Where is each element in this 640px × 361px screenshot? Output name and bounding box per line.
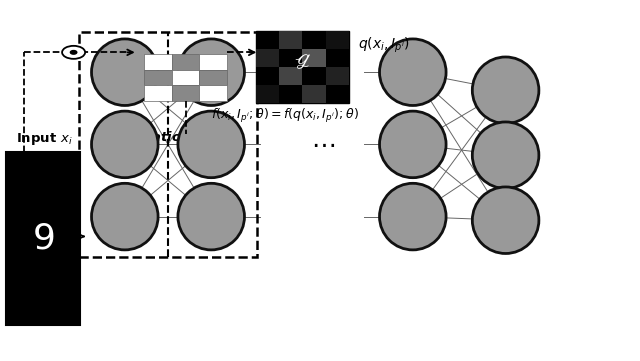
Circle shape xyxy=(70,51,77,54)
Ellipse shape xyxy=(472,122,539,188)
Ellipse shape xyxy=(92,39,158,105)
Bar xyxy=(303,67,326,85)
Text: Input $x_i$: Input $x_i$ xyxy=(16,131,72,147)
Ellipse shape xyxy=(472,57,539,123)
Ellipse shape xyxy=(178,183,244,250)
Bar xyxy=(144,70,172,86)
Ellipse shape xyxy=(380,39,446,105)
Bar xyxy=(326,67,349,85)
Text: $\mathit{9}$: $\mathit{9}$ xyxy=(32,221,54,255)
Ellipse shape xyxy=(380,111,446,178)
Text: Output: Output xyxy=(479,132,532,145)
Bar xyxy=(303,49,326,67)
Text: $\cdots$: $\cdots$ xyxy=(311,132,335,156)
Bar xyxy=(172,70,200,86)
Bar xyxy=(172,86,200,101)
Circle shape xyxy=(62,46,85,59)
Ellipse shape xyxy=(92,183,158,250)
Text: $f(x_i, I_{p^i};\theta) = f(q(x_i, I_{p^i});\theta)$: $f(x_i, I_{p^i};\theta) = f(q(x_i, I_{p^… xyxy=(211,106,359,125)
Bar xyxy=(200,54,227,70)
Bar xyxy=(172,54,200,70)
Bar xyxy=(256,67,279,85)
Ellipse shape xyxy=(178,39,244,105)
Bar xyxy=(256,49,279,67)
Bar xyxy=(256,85,279,103)
Bar xyxy=(256,31,279,49)
Bar xyxy=(303,85,326,103)
Bar xyxy=(200,70,227,86)
Bar xyxy=(256,31,349,103)
Text: Nullification $I_{p^i}$: Nullification $I_{p^i}$ xyxy=(99,130,209,148)
Ellipse shape xyxy=(178,111,244,178)
Bar xyxy=(279,67,303,85)
Bar xyxy=(279,85,303,103)
Bar xyxy=(200,86,227,101)
Bar xyxy=(326,85,349,103)
Ellipse shape xyxy=(472,187,539,253)
Bar xyxy=(326,49,349,67)
Bar xyxy=(303,31,326,49)
Bar xyxy=(79,32,257,257)
Bar xyxy=(279,31,303,49)
Bar xyxy=(326,31,349,49)
Text: $\mathscr{g}$: $\mathscr{g}$ xyxy=(294,49,311,70)
Text: Hidden: Hidden xyxy=(386,132,440,145)
Bar xyxy=(279,49,303,67)
Bar xyxy=(144,54,172,70)
Text: $q(x_i, I_{p^i})$: $q(x_i, I_{p^i})$ xyxy=(358,35,410,55)
Ellipse shape xyxy=(380,183,446,250)
Ellipse shape xyxy=(92,111,158,178)
Bar xyxy=(6,152,80,325)
Text: Hidden: Hidden xyxy=(184,132,238,145)
Bar xyxy=(144,86,172,101)
